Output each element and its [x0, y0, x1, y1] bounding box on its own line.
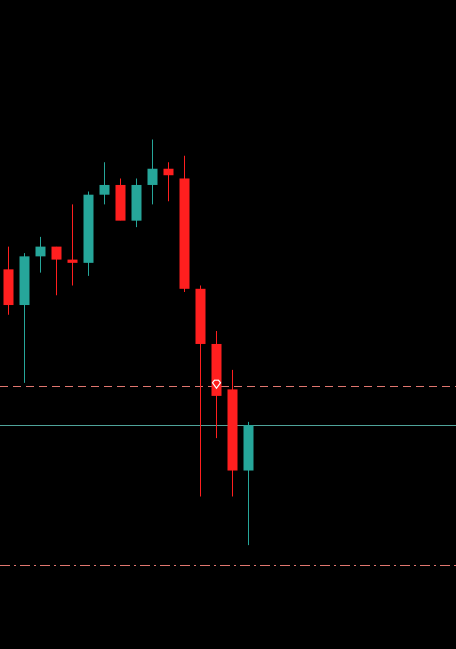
candle[interactable] [83, 191, 94, 276]
candle-body [227, 389, 238, 471]
candle-body [19, 256, 30, 306]
candle[interactable] [179, 155, 190, 293]
candle-body [35, 246, 46, 257]
candles-group [3, 139, 254, 546]
candle[interactable] [195, 285, 206, 497]
candle-body [195, 288, 206, 344]
candle-body [51, 246, 62, 260]
candle[interactable] [115, 178, 126, 221]
candle[interactable] [163, 162, 174, 202]
candle-body [67, 259, 78, 263]
candle-body [163, 168, 174, 176]
markers-group [211, 379, 222, 390]
diamond-icon[interactable] [211, 379, 222, 390]
candle-body [179, 178, 190, 289]
candle-body [3, 269, 14, 306]
candle-body [147, 168, 158, 185]
candle[interactable] [131, 178, 142, 228]
candle[interactable] [3, 246, 14, 315]
candle-body [211, 343, 222, 396]
candle[interactable] [67, 204, 78, 286]
candle-body [115, 184, 126, 221]
candle[interactable] [147, 139, 158, 205]
candle-body [83, 194, 94, 263]
candle[interactable] [99, 162, 110, 205]
candle-body [99, 184, 110, 195]
candle[interactable] [227, 369, 238, 497]
candle-body [131, 184, 142, 221]
candle[interactable] [51, 246, 62, 296]
candle[interactable] [35, 236, 46, 273]
candle[interactable] [211, 330, 222, 439]
candle-body [243, 425, 254, 471]
candle[interactable] [19, 253, 30, 383]
candle[interactable] [243, 421, 254, 546]
